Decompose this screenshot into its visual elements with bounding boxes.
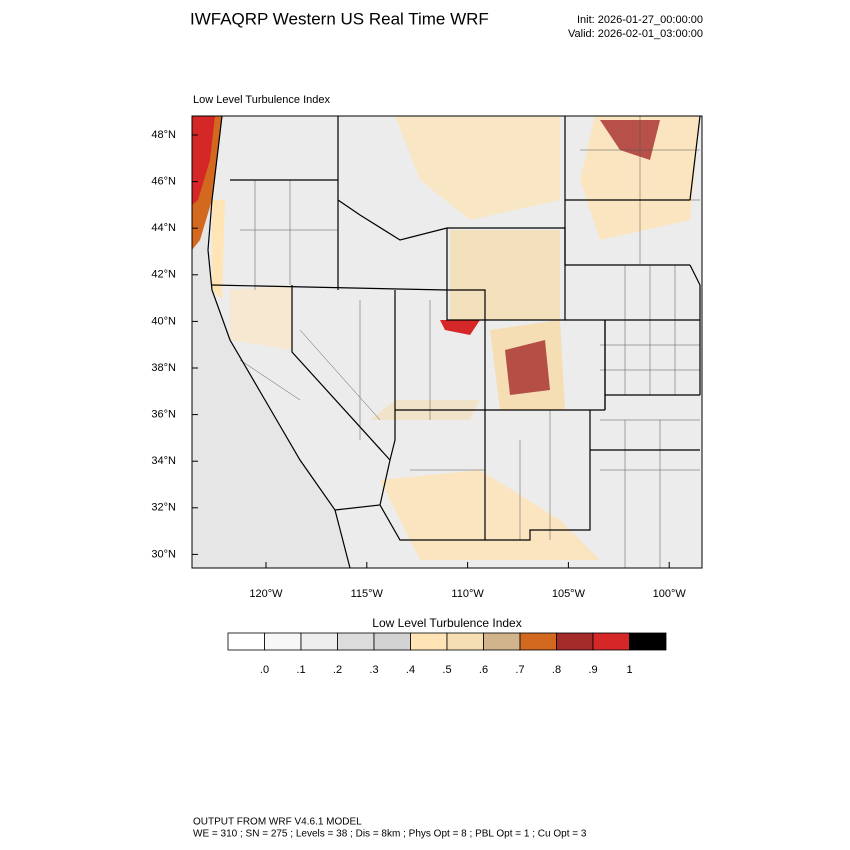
colorbar-label: .2 <box>333 664 342 676</box>
lat-label: 48°N <box>151 129 176 141</box>
colorbar-box <box>483 632 521 651</box>
colorbar-label: .1 <box>296 664 305 676</box>
colorbar-label: .6 <box>479 664 488 676</box>
lat-label: 46°N <box>151 176 176 188</box>
lat-label: 32°N <box>151 502 176 514</box>
shading <box>212 200 225 300</box>
lon-label: 120°W <box>249 588 283 600</box>
shading <box>380 470 600 560</box>
footer-line: OUTPUT FROM WRF V4.6.1 MODEL <box>193 817 362 828</box>
colorbar-box <box>300 632 338 651</box>
title: IWFAQRP Western US Real Time WRF <box>190 9 489 28</box>
shading <box>395 116 560 220</box>
init-time: Init: 2026-01-27_00:00:00 <box>577 14 703 26</box>
lat-labels: 48°N 46°N 44°N 42°N 40°N 38°N 36°N 34°N 32°N 30°N <box>151 129 198 560</box>
map-area <box>192 116 702 568</box>
lat-label: 30°N <box>151 548 176 560</box>
colorbar-box <box>373 632 411 651</box>
colorbar-label: .4 <box>406 664 415 676</box>
lat-label: 38°N <box>151 362 176 374</box>
shading <box>450 230 560 320</box>
coast-turbulence <box>192 116 215 205</box>
colorbar-title: Low Level Turbulence Index <box>372 616 521 630</box>
panel-label: Low Level Turbulence Index <box>193 94 330 106</box>
colorbar-label: .9 <box>588 664 597 676</box>
shading <box>230 285 292 350</box>
colorbar-box <box>410 632 448 651</box>
colorbar-box <box>629 632 667 651</box>
lat-label: 44°N <box>151 222 176 234</box>
shading <box>440 320 480 335</box>
colorbar-box <box>519 632 557 651</box>
lat-label: 36°N <box>151 409 176 421</box>
colorbar-label: 1 <box>626 664 632 676</box>
shading <box>505 340 550 395</box>
colorbar-box <box>446 632 484 651</box>
lon-label: 115°W <box>351 588 384 600</box>
valid-time: Valid: 2026-02-01_03:00:00 <box>568 28 703 40</box>
colorbar-box <box>227 632 265 651</box>
lon-labels: 120°W 115°W 110°W 105°W 100°W <box>249 562 686 600</box>
lat-label: 42°N <box>151 269 176 281</box>
state-borders <box>207 116 701 568</box>
colorbar-label: .7 <box>515 664 524 676</box>
colorbar-label: .3 <box>369 664 378 676</box>
colorbar-label: .0 <box>260 664 269 676</box>
map-frame <box>191 115 703 569</box>
colorbar-box <box>556 632 594 651</box>
footer-line: WE = 310 ; SN = 275 ; Levels = 38 ; Dis … <box>193 829 587 840</box>
colorbar: .0 .1 .2 .3 .4 .5 .6 .7 .8 .9 1 <box>227 632 667 676</box>
lat-label: 40°N <box>151 315 176 327</box>
colorbar-box <box>337 632 375 651</box>
colorbar-label: .5 <box>442 664 451 676</box>
lon-label: 110°W <box>451 588 484 600</box>
ocean <box>192 116 350 568</box>
colorbar-label: .8 <box>552 664 561 676</box>
lon-label: 100°W <box>653 588 687 600</box>
colorbar-box <box>264 632 302 651</box>
lon-label: 105°W <box>552 588 586 600</box>
colorbar-box <box>592 632 630 651</box>
lat-label: 34°N <box>151 455 176 467</box>
